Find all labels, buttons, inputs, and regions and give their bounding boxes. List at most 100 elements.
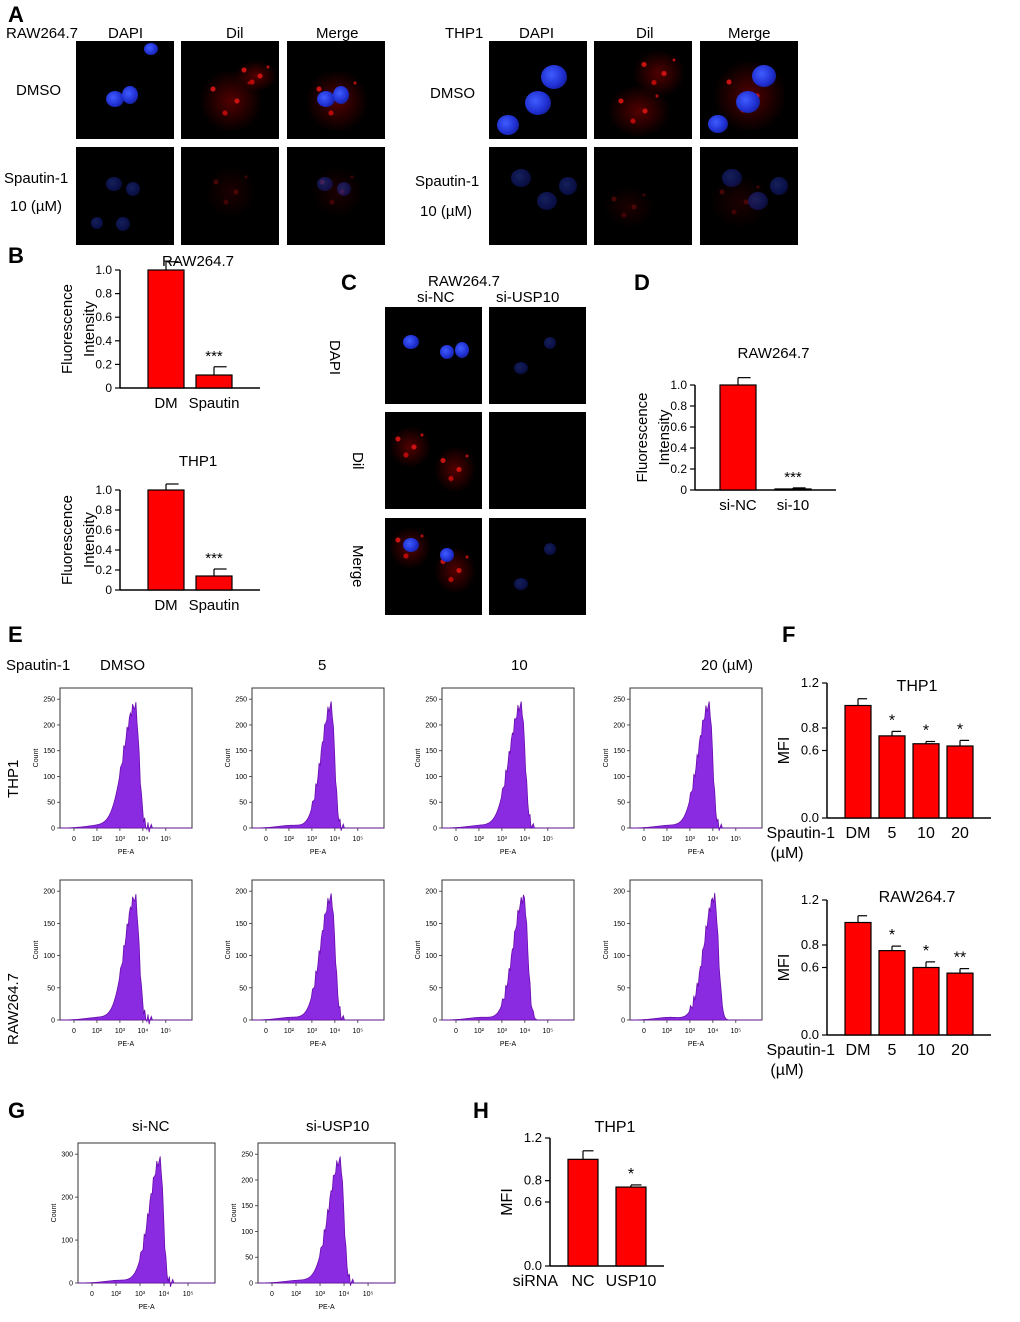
histogram-thp1-20: 0 50 100 150 200 250 0 10² 10³ 10⁴ 10⁵ PE-A Count <box>603 687 763 856</box>
e-treatment-label: Spautin-1 <box>6 657 71 674</box>
chart-title: RAW264.7 <box>879 889 956 906</box>
micrograph-raw-spautin-dil <box>181 147 279 245</box>
hist-y-tick-label: 50 <box>429 800 437 807</box>
micrograph-c-sinc-merge <box>385 518 482 615</box>
hist-y-axis-label: Count <box>225 749 232 768</box>
hist-y-tick-label: 200 <box>241 1177 253 1184</box>
y-tick-label: 0.6 <box>524 1194 542 1209</box>
c-cell-label: RAW264.7 <box>428 273 500 290</box>
hist-x-tick-label: 10² <box>92 1028 103 1035</box>
panel-label-e: E <box>8 622 23 647</box>
micrograph-c-siusp10-dil <box>489 412 586 509</box>
hist-y-tick-label: 150 <box>235 748 247 755</box>
significance-mark: * <box>923 943 929 960</box>
micrograph-c-siusp10-dapi <box>489 307 586 404</box>
hist-y-tick-label: 0 <box>243 826 247 833</box>
panel-label-f: F <box>782 622 796 647</box>
hist-x-tick-label: 10² <box>291 1291 302 1298</box>
hist-y-tick-label: 150 <box>43 921 55 928</box>
bar-Spautin <box>195 374 233 389</box>
hist-x-axis-label: PE-A <box>138 1304 155 1311</box>
hist-x-tick-label: 10⁵ <box>183 1291 194 1298</box>
significance-mark: * <box>889 927 895 944</box>
y-axis-label: MFI <box>499 1188 516 1216</box>
hist-x-tick-label: 10⁵ <box>352 836 363 843</box>
micrograph-thp-dmso-dil <box>594 41 692 139</box>
hist-x-tick-label: 10⁴ <box>519 1028 530 1035</box>
hist-y-tick-label: 50 <box>239 800 247 807</box>
significance-mark: *** <box>205 550 223 567</box>
chart-title: RAW264.7 <box>738 345 810 362</box>
y-axis-label: MFI <box>776 737 793 765</box>
micrograph-thp-dmso-merge <box>700 41 798 139</box>
hist-x-tick-label: 10⁵ <box>160 836 171 843</box>
a-left-col-dil: Dil <box>226 25 244 42</box>
significance-mark: * <box>628 1166 634 1183</box>
y-tick-label: 0.0 <box>524 1258 542 1273</box>
hist-y-axis-label: Count <box>415 749 422 768</box>
bar-chart-b-thp: 0 0.2 0.4 0.6 0.8 1.0 THP1 Fluorescence Intensit… <box>60 453 260 614</box>
hist-y-tick-label: 150 <box>425 748 437 755</box>
a-left-cell-label: RAW264.7 <box>6 25 78 42</box>
y-tick-label: 0.8 <box>95 287 112 301</box>
hist-x-tick-label: 10² <box>284 836 295 843</box>
hist-y-tick-label: 0 <box>51 1018 55 1025</box>
x-tick-label: DM <box>846 825 871 842</box>
hist-x-tick-label: 10² <box>662 836 673 843</box>
bar-NC <box>567 1158 599 1267</box>
hist-y-tick-label: 200 <box>613 722 625 729</box>
hist-x-tick-label: 10⁴ <box>339 1291 350 1298</box>
bar-chart-d: 0 0.2 0.4 0.6 0.8 1.0 RAW264.7 Fluorescence Inte… <box>634 345 836 514</box>
hist-y-tick-label: 0 <box>621 826 625 833</box>
a-left-row-dose: 10 (µM) <box>10 198 62 215</box>
hist-x-tick-label: 0 <box>264 1028 268 1035</box>
panel-label-a: A <box>8 2 24 27</box>
hist-y-tick-label: 150 <box>425 921 437 928</box>
y-tick-label: 1.0 <box>95 483 112 497</box>
hist-y-tick-label: 200 <box>43 722 55 729</box>
histogram-thp1-5: 0 50 100 150 200 250 0 10² 10³ 10⁴ 10⁵ PE-A Count <box>225 687 385 856</box>
a-left-col-merge: Merge <box>316 25 359 42</box>
bar-chart-b-raw: 0 0.2 0.4 0.6 0.8 1.0 RAW264.7 Fluorescence Inte… <box>60 253 260 412</box>
hist-x-tick-label: 10³ <box>315 1291 326 1298</box>
y-tick-label: 0 <box>105 381 112 395</box>
hist-x-tick-label: 0 <box>454 836 458 843</box>
histogram-curve <box>257 1156 395 1286</box>
y-tick-label: 0.8 <box>801 937 819 952</box>
hist-y-tick-label: 200 <box>235 889 247 896</box>
hist-y-tick-label: 200 <box>613 889 625 896</box>
hist-y-tick-label: 50 <box>47 800 55 807</box>
c-row-merge: Merge <box>349 545 366 588</box>
histogram-thp1-10: 0 50 100 150 200 250 0 10² 10³ 10⁴ 10⁵ PE-A Count <box>415 687 575 856</box>
hist-y-tick-label: 250 <box>241 1152 253 1159</box>
e-dose-10: 10 <box>511 657 528 674</box>
y-tick-label: 0 <box>680 483 687 497</box>
x-tick-label: 5 <box>888 1042 897 1059</box>
micrograph-raw-dmso-merge <box>287 41 385 139</box>
panel-label-g: G <box>8 1098 26 1123</box>
x-tick-label: NC <box>571 1273 594 1290</box>
histogram-thp1-dmso: 0 50 100 150 200 250 0 10² 10³ 10⁴ 10⁵ PE-A Count <box>33 687 193 856</box>
bar-si-NC <box>719 384 757 491</box>
hist-y-tick-label: 50 <box>245 1255 253 1262</box>
bar-chart-f-raw: 0.0 0.6 0.8 1.2 RAW264.7 MFI DM 5 * 10 * 20 ** Spauti… <box>767 889 991 1079</box>
hist-y-tick-label: 100 <box>613 774 625 781</box>
bar-DM <box>147 489 185 591</box>
hist-x-axis-label: PE-A <box>318 1304 335 1311</box>
hist-y-axis-label: Count <box>603 749 610 768</box>
hist-y-tick-label: 50 <box>617 800 625 807</box>
hist-x-tick-label: 10³ <box>307 1028 318 1035</box>
bar-chart-h: 0.0 0.6 0.8 1.2 THP1 MFI NC USP10 * siRNA <box>499 1119 664 1290</box>
hist-y-tick-label: 100 <box>613 953 625 960</box>
y-tick-label: 0.6 <box>95 523 112 537</box>
hist-x-tick-label: 10⁴ <box>137 836 148 843</box>
histogram-curve <box>251 701 384 831</box>
hist-y-tick-label: 0 <box>249 1281 253 1288</box>
hist-y-tick-label: 200 <box>43 889 55 896</box>
x-tick-label: 5 <box>888 825 897 842</box>
hist-x-tick-label: 10³ <box>307 836 318 843</box>
g-col-siusp10: si-USP10 <box>306 1118 370 1135</box>
hist-x-tick-label: 10⁵ <box>160 1028 171 1035</box>
panel-label-b: B <box>8 243 24 268</box>
a-right-cell-label: THP1 <box>445 25 484 42</box>
